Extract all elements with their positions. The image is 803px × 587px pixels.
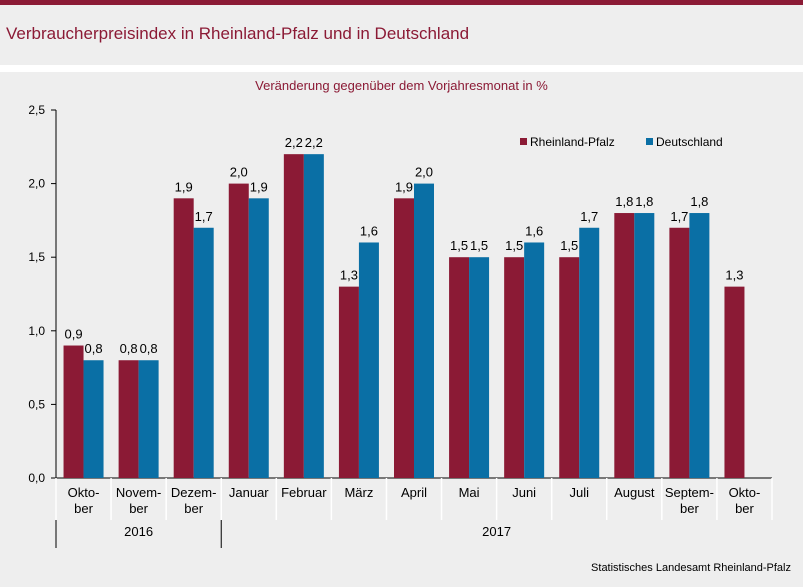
source-note: Statistisches Landesamt Rheinland-Pfalz (591, 562, 791, 574)
y-tick-label: 2,5 (28, 103, 45, 117)
bar-rheinland-pfalz (338, 286, 359, 478)
data-label: 1,5 (470, 238, 488, 253)
data-label: 1,9 (250, 179, 268, 194)
data-label: 1,9 (175, 179, 193, 194)
bar-deutschland (83, 360, 104, 478)
bar-deutschland (414, 183, 434, 478)
x-tick-label: ber (74, 501, 93, 516)
year-group-label: 2016 (124, 524, 153, 539)
bar-deutschland (138, 360, 159, 478)
x-tick-label: Novem- (116, 485, 162, 500)
data-label: 1,8 (615, 194, 633, 209)
data-label: 1,8 (635, 194, 653, 209)
bar-deutschland (193, 227, 214, 478)
data-label: 0,8 (140, 341, 158, 356)
bar-deutschland (524, 242, 545, 478)
bar-rheinland-pfalz (118, 360, 139, 478)
chart-subtitle: Veränderung gegenüber dem Vorjahresmonat… (255, 78, 548, 93)
x-tick-label: Okto- (68, 485, 100, 500)
bars (63, 154, 745, 479)
legend: Rheinland-Pfalz Deutschland (520, 135, 723, 149)
bar-deutschland (248, 198, 269, 478)
x-tick-label: ber (680, 501, 699, 516)
y-tick-label: 0,5 (28, 397, 45, 411)
data-label: 2,0 (415, 165, 433, 180)
legend-label: Rheinland-Pfalz (530, 135, 615, 149)
data-label: 1,8 (690, 194, 708, 209)
legend-swatch (520, 138, 527, 145)
data-labels: 0,90,81,92,02,21,31,91,5 1,5 1,51,81,71,30… (64, 135, 743, 356)
x-tick-label: Septem- (665, 485, 714, 500)
data-label: 2,2 (285, 135, 303, 150)
bar-deutschland (469, 257, 490, 478)
bar-deutschland (689, 213, 710, 479)
data-label: 1,6 (360, 223, 378, 238)
y-tick-label: 0,0 (28, 471, 45, 485)
bar-rheinland-pfalz (283, 154, 304, 478)
data-label: 0,9 (64, 327, 82, 342)
x-tick-label: Juli (569, 485, 589, 500)
bar-chart: 0,00,51,01,52,02,5 Okto-berNovem-berDeze… (28, 103, 773, 548)
x-tick-label: ber (129, 501, 148, 516)
bar-deutschland (303, 154, 324, 478)
bar-deutschland (579, 227, 600, 478)
x-tick-label: ber (735, 501, 754, 516)
x-tick-label: Februar (281, 485, 327, 500)
year-group-label: 2017 (482, 524, 511, 539)
legend-swatch (646, 138, 653, 145)
bar-deutschland (358, 242, 379, 478)
data-label: 1,3 (340, 268, 358, 283)
x-tick-label: August (614, 485, 655, 500)
data-label: 1,7 (195, 209, 213, 224)
bar-rheinland-pfalz (559, 257, 580, 478)
bar-rheinland-pfalz (173, 198, 194, 478)
x-tick-label: Dezem- (171, 485, 217, 500)
x-tick-label: März (344, 485, 373, 500)
data-label: 0,8 (120, 341, 138, 356)
bar-rheinland-pfalz (394, 198, 414, 478)
data-label: 2,0 (230, 165, 248, 180)
data-label: 1,5 (505, 238, 523, 253)
data-label: 2,2 (305, 135, 323, 150)
data-label: 0,8 (84, 341, 102, 356)
data-label: 1,9 (395, 179, 413, 194)
data-label: 1,5 (560, 238, 578, 253)
x-tick-label: Januar (229, 485, 269, 500)
legend-label: Deutschland (656, 135, 723, 149)
header-divider (0, 65, 803, 72)
bar-rheinland-pfalz (724, 286, 745, 478)
data-label: 1,7 (580, 209, 598, 224)
y-axis: 0,0 0,5 1,0 1,5 2,0 2,5 (28, 103, 57, 485)
bar-deutschland (634, 213, 655, 479)
x-tick-label: Juni (512, 485, 536, 500)
y-tick-label: 1,0 (28, 324, 45, 338)
data-label: 1,6 (525, 223, 543, 238)
y-tick-label: 1,5 (28, 250, 45, 264)
bar-rheinland-pfalz (614, 213, 635, 479)
bar-rheinland-pfalz (449, 257, 470, 478)
data-label: 1,3 (725, 268, 743, 283)
bar-rheinland-pfalz (63, 345, 84, 478)
x-tick-label: ber (184, 501, 203, 516)
bar-rheinland-pfalz (228, 183, 249, 478)
x-tick-label: Mai (459, 485, 480, 500)
x-tick-label: April (401, 485, 427, 500)
bar-rheinland-pfalz (504, 257, 525, 478)
top-accent-bar (0, 0, 803, 5)
data-label: 1,7 (670, 209, 688, 224)
x-tick-label: Okto- (729, 485, 761, 500)
y-tick-label: 2,0 (28, 177, 45, 191)
page-title: Verbraucherpreisindex in Rheinland-Pfalz… (6, 24, 470, 43)
data-label: 1,5 (450, 238, 468, 253)
bar-rheinland-pfalz (669, 227, 690, 478)
